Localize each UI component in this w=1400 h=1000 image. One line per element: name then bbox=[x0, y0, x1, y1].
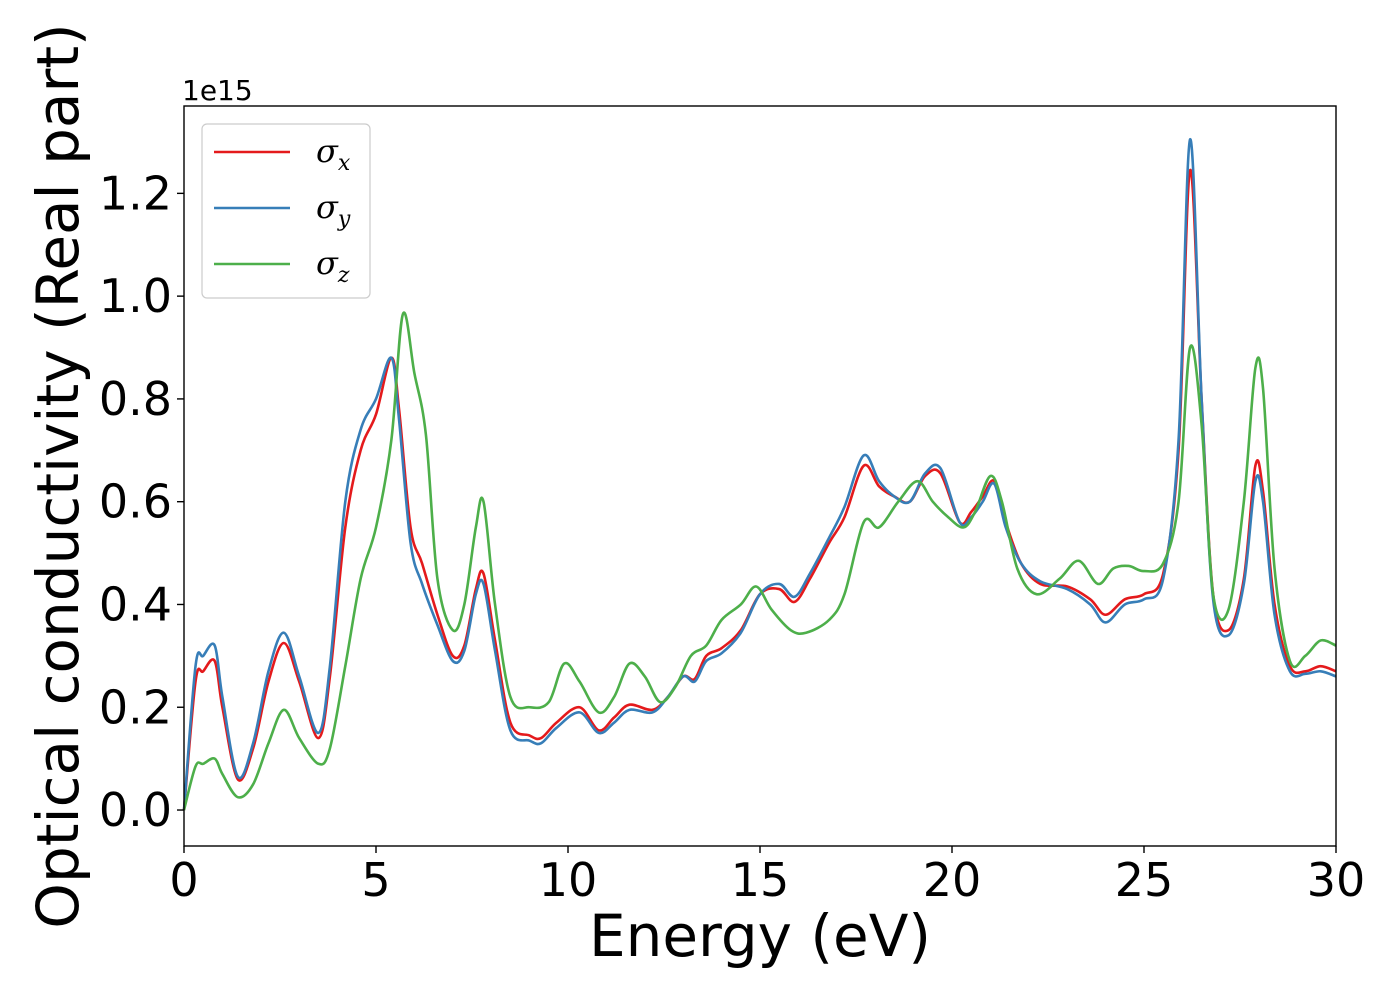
series-line-y bbox=[182, 138, 1337, 811]
x-tick-label: 25 bbox=[1115, 853, 1174, 907]
x-tick-label: 15 bbox=[731, 853, 790, 907]
x-tick-label: 0 bbox=[169, 853, 198, 907]
y-axis-label: Optical conductivity (Real part) bbox=[24, 23, 92, 928]
y-tick-label: 0.8 bbox=[99, 372, 172, 426]
y-tick-label: 1.2 bbox=[99, 166, 172, 220]
plot-background bbox=[184, 106, 1336, 846]
y-tick-label: 0.2 bbox=[99, 680, 172, 734]
y-tick-label: 0.4 bbox=[99, 577, 172, 631]
x-tick-label: 20 bbox=[923, 853, 982, 907]
series-line-z bbox=[182, 311, 1337, 811]
y-tick-label: 0.0 bbox=[99, 783, 172, 837]
legend-box bbox=[201, 123, 371, 299]
y-tick-label: 1.0 bbox=[99, 269, 172, 323]
series-layer bbox=[182, 138, 1337, 811]
x-axis-label: Energy (eV) bbox=[589, 902, 931, 970]
x-tick-label: 30 bbox=[1307, 853, 1366, 907]
x-tick-label: 10 bbox=[539, 853, 598, 907]
x-tick-label: 5 bbox=[361, 853, 390, 907]
y-offset-label: 1e15 bbox=[182, 74, 253, 107]
ticks-layer: 0 5 10 15 20 25 30 0.0 0.2 0.4 0.6 0.8 1.0 1.2 bbox=[99, 166, 1365, 907]
y-tick-label: 0.6 bbox=[99, 475, 172, 529]
